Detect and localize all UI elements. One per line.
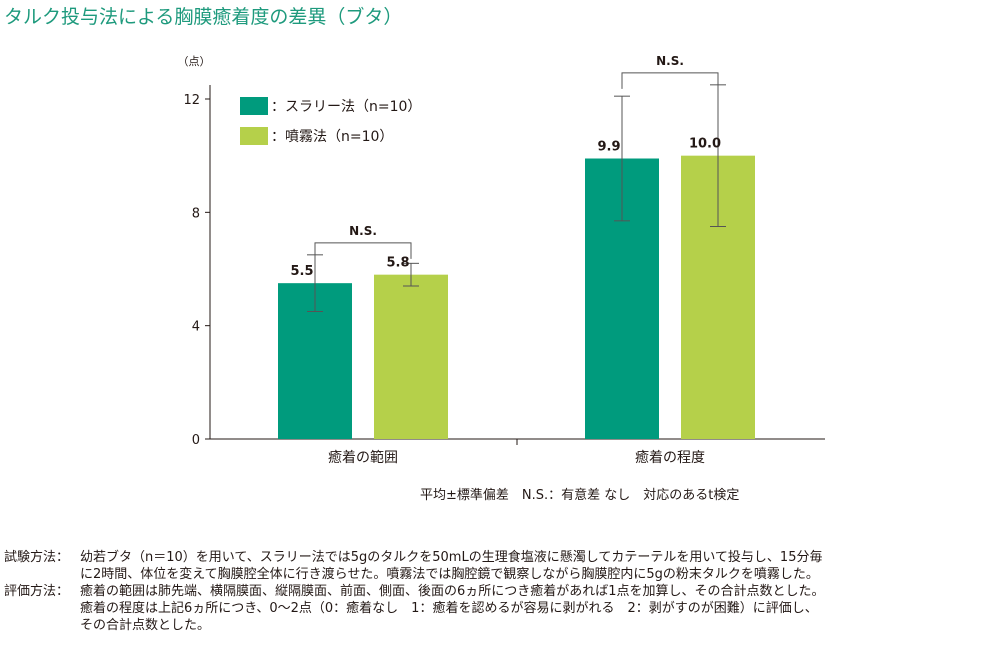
legend-swatch xyxy=(240,97,268,115)
data-label: 5.5 xyxy=(290,264,313,279)
note-line: その合計点数とした。 xyxy=(80,618,211,633)
y-tick-label: 0 xyxy=(192,433,200,448)
note-line: に2時間、体位を変えて胸膜腔全体に行き渡らせた。噴霧法では胸腔鏡で観察しながら胸… xyxy=(80,567,819,582)
note-label: 評価方法： xyxy=(4,584,70,599)
data-label: 9.9 xyxy=(597,140,620,155)
note-line: 幼若ブタ（n＝10）を用いて、スラリー法では5gのタルクを50mLの生理食塩液に… xyxy=(80,550,823,565)
legend-label: ：噴霧法（n=10） xyxy=(271,129,393,145)
y-tick-label: 8 xyxy=(192,206,200,221)
bar-chart: （点） 0 4 8 12 癒着の範囲 5.5 5.8 N.S. 癒着の程度 9.9 10.0 N.S. ：… xyxy=(178,54,825,503)
chart-title: タルク投与法による胸膜癒着度の差異（ブタ） xyxy=(4,6,403,28)
note-label: 試験方法： xyxy=(4,550,70,565)
y-tick-label: 4 xyxy=(192,320,200,335)
method-notes: 試験方法： 幼若ブタ（n＝10）を用いて、スラリー法では5gのタルクを50mLの… xyxy=(4,549,994,634)
chart-footnote: 平均±標準偏差 N.S.：有意差 なし 対応のあるt検定 xyxy=(420,487,739,503)
y-axis-unit: （点） xyxy=(178,55,211,68)
legend-label: ：スラリー法（n=10） xyxy=(271,99,421,115)
note-line: 癒着の範囲は肺先端、横隔膜面、縦隔膜面、前面、側面、後面の6ヵ所につき癒着があれ… xyxy=(80,584,825,599)
y-tick-label: 12 xyxy=(183,93,200,108)
note-line: 癒着の程度は上記6ヵ所につき、0〜2点（0：癒着なし 1：癒着を認めるが容易に剥… xyxy=(80,601,818,616)
legend-swatch xyxy=(240,127,268,145)
significance-bracket xyxy=(314,242,412,259)
significance-label: N.S. xyxy=(349,224,377,238)
significance-bracket xyxy=(621,72,719,89)
data-label: 10.0 xyxy=(689,137,721,152)
note-eval-method: 評価方法： 癒着の範囲は肺先端、横隔膜面、縦隔膜面、前面、側面、後面の6ヵ所につ… xyxy=(4,583,994,634)
bar xyxy=(374,274,448,439)
x-tick-label: 癒着の程度 xyxy=(635,450,705,466)
note-test-method: 試験方法： 幼若ブタ（n＝10）を用いて、スラリー法では5gのタルクを50mLの… xyxy=(4,549,994,583)
data-label: 5.8 xyxy=(386,256,409,271)
significance-label: N.S. xyxy=(656,54,684,68)
x-tick-label: 癒着の範囲 xyxy=(328,449,398,466)
